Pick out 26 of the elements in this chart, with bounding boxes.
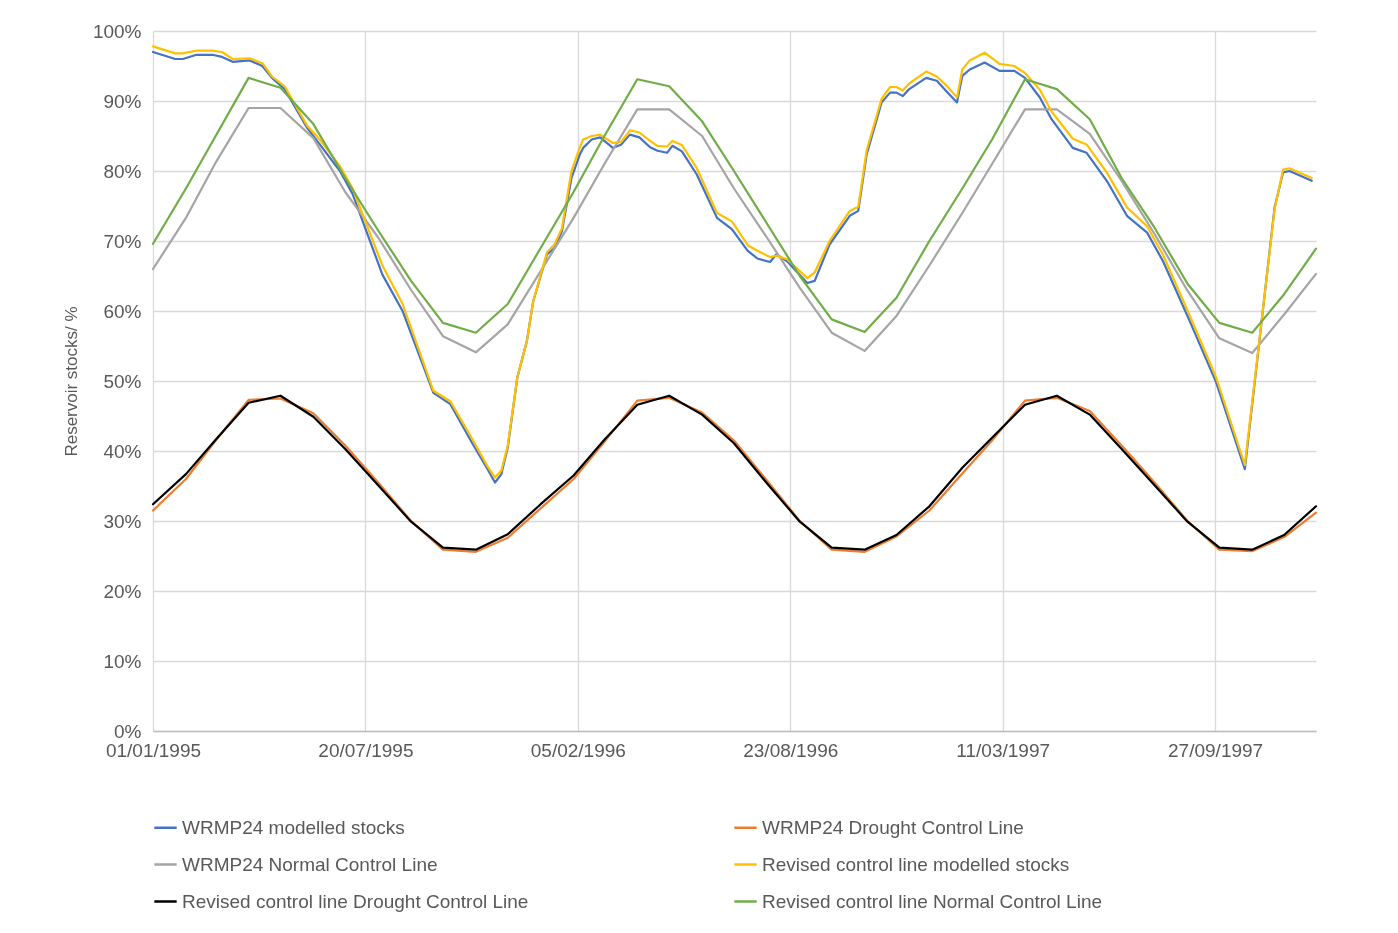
legend-label: Revised control line Drought Control Line: [182, 890, 529, 912]
x-tick-label: 23/08/1996: [743, 739, 839, 761]
y-tick-label: 0%: [114, 720, 142, 742]
x-tick-label: 05/02/1996: [530, 739, 626, 761]
y-tick-label: 70%: [103, 230, 142, 252]
y-tick-label: 100%: [92, 20, 142, 42]
legend-label: WRMP24 modelled stocks: [182, 816, 405, 838]
line-series: [151, 76, 1318, 334]
y-tick-label: 20%: [103, 580, 142, 602]
legend-label: Revised control line Normal Control Line: [762, 890, 1103, 912]
y-tick-label: 60%: [103, 300, 142, 322]
y-tick-label: 80%: [103, 160, 142, 182]
x-tick-label: 20/07/1995: [318, 739, 414, 761]
y-tick-label: 90%: [103, 90, 142, 112]
y-tick-label: 40%: [103, 440, 142, 462]
x-tick-label: 27/09/1997: [1168, 739, 1264, 761]
legend-label: WRMP24 Drought Control Line: [762, 816, 1024, 838]
legend-label: WRMP24 Normal Control Line: [182, 853, 438, 875]
legend-label: Revised control line modelled stocks: [762, 853, 1070, 875]
y-axis-title: Reservoir stocks/ %: [61, 306, 81, 457]
line-series: [151, 106, 1318, 355]
y-tick-label: 50%: [103, 370, 142, 392]
x-tick-label: 01/01/1995: [105, 739, 202, 761]
x-tick-label: 11/03/1997: [956, 739, 1051, 761]
y-tick-label: 10%: [103, 650, 142, 672]
y-tick-label: 30%: [103, 510, 142, 532]
